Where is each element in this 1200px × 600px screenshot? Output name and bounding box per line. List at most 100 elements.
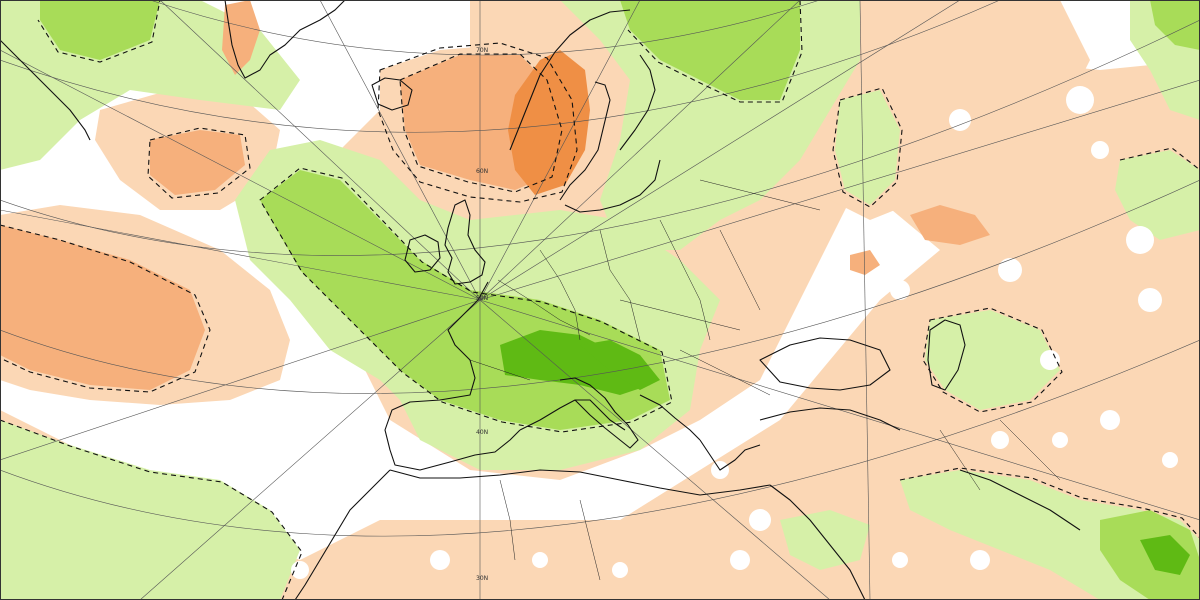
coastline-norway [509, 9, 631, 151]
contour-line [832, 87, 903, 208]
coastline-persian-gulf [959, 469, 1081, 531]
coastline-egypt-red-sea [769, 484, 866, 600]
neutral-blob [1126, 226, 1154, 254]
neutral-blob [1066, 86, 1094, 114]
anomaly-green-dark-arabia [1140, 535, 1190, 575]
meridian-line [0, 49, 481, 301]
anomaly-orange-mid-midatlantic [150, 130, 245, 195]
coastline-greece [699, 439, 761, 471]
anomaly-green-mid-northeast [620, 0, 800, 100]
parallel-line [0, 339, 1200, 537]
anomaly-green-light-southatlantic [0, 420, 300, 600]
latitude-label-70n: 70N [476, 47, 488, 54]
coastline-sweden [559, 81, 611, 201]
contour-line [0, 419, 303, 600]
anomaly-green-mid-northeast-corner [1150, 0, 1200, 50]
contour-line [620, 0, 803, 103]
anomaly-orange-mid-east-patch [910, 205, 990, 245]
border-line [999, 419, 1061, 481]
border-line [539, 249, 581, 341]
anomaly-green-light-ukraine [835, 90, 900, 205]
anomaly-green-dark-alps [500, 330, 650, 395]
coastline-greenland [224, 0, 346, 79]
contour-line [377, 42, 578, 203]
coastline-iceland [371, 77, 413, 111]
coastline-france-spain [384, 281, 521, 471]
meridian-line [319, 0, 481, 301]
neutral-blob [1138, 288, 1162, 312]
parallel-line [0, 19, 1200, 256]
meridian-line [479, 299, 1200, 521]
latitude-labels: 70N 60N 50N 40N 30N [476, 47, 488, 582]
neutral-blob [1100, 410, 1120, 430]
border-line [599, 229, 641, 341]
neutral-blob [749, 509, 771, 531]
neutral-blob [532, 552, 548, 568]
neutral-blob [970, 550, 990, 570]
border-line [497, 279, 591, 336]
coastline-italy [559, 377, 639, 449]
anomaly-orange-mid-caspian [850, 250, 880, 275]
neutral-blob [991, 431, 1009, 449]
meridian-line [479, 0, 641, 301]
contour-line [899, 467, 1200, 539]
border-line [699, 179, 821, 211]
neutral-blob [638, 468, 662, 492]
border-line [659, 219, 711, 341]
neutral-blob [1091, 141, 1109, 159]
neutral-blob [892, 552, 908, 568]
coastline-africa-west [294, 469, 391, 600]
meridian-line [479, 0, 961, 301]
contour-line [399, 53, 563, 193]
parallel-line [0, 0, 1001, 133]
anomaly-green-mid-greenland [40, 0, 160, 60]
anomaly-orange-mid-atlantic [0, 225, 205, 390]
coastline-turkey [759, 407, 901, 431]
anomaly-orange-mid-greenland-coast [222, 0, 260, 75]
coastline-great-britain [444, 199, 486, 285]
parallel-line [0, 179, 1200, 394]
meridian-line [159, 0, 481, 301]
latitude-label-40n: 40N [476, 429, 488, 436]
anomaly-green-light-iran [925, 310, 1060, 410]
border-line [469, 359, 531, 381]
border-line [939, 429, 981, 491]
meridian-line [479, 299, 831, 600]
coastline-ireland [404, 234, 441, 273]
neutral-blobs [291, 86, 1178, 579]
border-line [619, 299, 741, 331]
coastline-black-sea [759, 337, 891, 391]
contour-line [37, 0, 161, 63]
neutral-blob [949, 109, 971, 131]
border-line [499, 479, 516, 561]
neutral-blob [730, 550, 750, 570]
latitude-label-50n: 50N [476, 295, 488, 302]
meridian-line [479, 79, 1200, 301]
neutral-blob [612, 562, 628, 578]
meridian-line [859, 0, 871, 600]
neutral-blob [1162, 452, 1178, 468]
neutral-blob [291, 561, 309, 579]
border-line [679, 349, 771, 396]
neutral-blob [818, 328, 842, 352]
coastline-baltic [564, 159, 661, 213]
anomaly-orange-dark-norway [508, 50, 590, 195]
coastline-mediterranean-north [519, 399, 626, 431]
parallel-line [149, 0, 821, 56]
neutral-blob [1052, 432, 1068, 448]
border-line [719, 229, 761, 311]
country-borders [469, 179, 1061, 581]
border-line [579, 499, 601, 581]
coastlines [0, 0, 1081, 600]
neutral-blob [1040, 350, 1060, 370]
anomaly-green-light-kazakh [1115, 150, 1200, 240]
coastline-adriatic [639, 394, 701, 441]
meridian-line [0, 299, 481, 461]
neutral-blob [998, 258, 1022, 282]
neutral-blob [430, 550, 450, 570]
coastline-finland [619, 54, 656, 151]
coastline-caspian [927, 319, 966, 391]
